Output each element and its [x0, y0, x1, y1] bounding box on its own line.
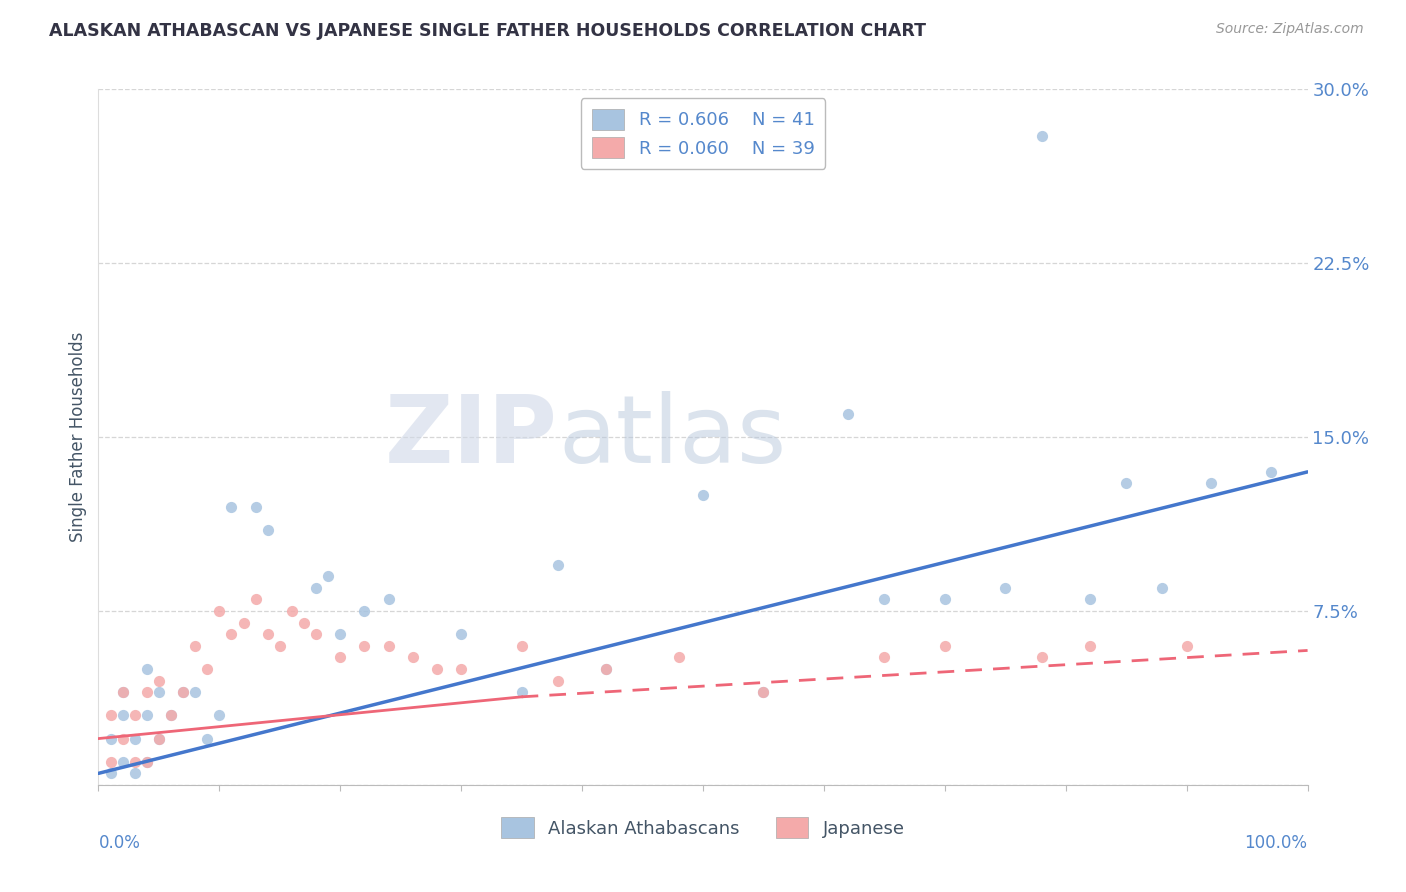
Point [1260, 465, 1282, 479]
Point [1031, 128, 1053, 143]
Point [208, 708, 231, 723]
Point [316, 569, 339, 583]
Point [100, 731, 122, 746]
Y-axis label: Single Father Households: Single Father Households [69, 332, 87, 542]
Point [752, 685, 775, 699]
Point [245, 592, 267, 607]
Point [256, 523, 278, 537]
Point [100, 708, 122, 723]
Point [124, 708, 146, 723]
Point [1152, 581, 1174, 595]
Point [329, 650, 352, 665]
Point [135, 755, 157, 769]
Point [595, 662, 617, 676]
Point [195, 731, 218, 746]
Point [402, 650, 425, 665]
Point [100, 755, 122, 769]
Point [111, 708, 134, 723]
Point [305, 581, 328, 595]
Point [232, 615, 254, 630]
Point [994, 581, 1017, 595]
Point [124, 766, 146, 780]
Point [221, 500, 243, 514]
Point [450, 662, 472, 676]
Point [221, 627, 243, 641]
Point [111, 685, 134, 699]
Point [148, 673, 170, 688]
Text: ALASKAN ATHABASCAN VS JAPANESE SINGLE FATHER HOUSEHOLDS CORRELATION CHART: ALASKAN ATHABASCAN VS JAPANESE SINGLE FA… [49, 22, 927, 40]
Point [353, 639, 375, 653]
Point [595, 662, 617, 676]
Text: Source: ZipAtlas.com: Source: ZipAtlas.com [1216, 22, 1364, 37]
Point [245, 500, 267, 514]
Point [450, 627, 472, 641]
Point [934, 639, 956, 653]
Point [1078, 639, 1101, 653]
Point [837, 407, 859, 421]
Point [292, 615, 315, 630]
Text: ZIP: ZIP [385, 391, 558, 483]
Point [160, 708, 183, 723]
Point [547, 558, 569, 572]
Point [353, 604, 375, 618]
Point [1199, 476, 1222, 491]
Point [281, 604, 304, 618]
Point [124, 755, 146, 769]
Point [160, 708, 183, 723]
Point [111, 731, 134, 746]
Point [752, 685, 775, 699]
Point [148, 685, 170, 699]
Point [873, 650, 896, 665]
Point [934, 592, 956, 607]
Point [1078, 592, 1101, 607]
Point [269, 639, 291, 653]
Point [184, 685, 207, 699]
Point [510, 639, 533, 653]
Point [100, 766, 122, 780]
Point [377, 592, 399, 607]
Point [305, 627, 328, 641]
Point [873, 592, 896, 607]
Point [135, 685, 157, 699]
Point [148, 731, 170, 746]
Point [195, 662, 218, 676]
Point [1175, 639, 1198, 653]
Point [135, 708, 157, 723]
Text: 100.0%: 100.0% [1244, 834, 1308, 852]
Point [208, 604, 231, 618]
Point [668, 650, 690, 665]
Point [510, 685, 533, 699]
Point [172, 685, 194, 699]
Text: 0.0%: 0.0% [98, 834, 141, 852]
Point [135, 755, 157, 769]
Point [111, 685, 134, 699]
Point [184, 639, 207, 653]
Point [329, 627, 352, 641]
Point [111, 755, 134, 769]
Point [1031, 650, 1053, 665]
Point [426, 662, 449, 676]
Point [124, 731, 146, 746]
Point [256, 627, 278, 641]
Point [377, 639, 399, 653]
Legend: Alaskan Athabascans, Japanese: Alaskan Athabascans, Japanese [494, 810, 912, 846]
Point [692, 488, 714, 502]
Point [135, 662, 157, 676]
Point [1115, 476, 1137, 491]
Point [148, 731, 170, 746]
Point [172, 685, 194, 699]
Point [547, 673, 569, 688]
Text: atlas: atlas [558, 391, 786, 483]
